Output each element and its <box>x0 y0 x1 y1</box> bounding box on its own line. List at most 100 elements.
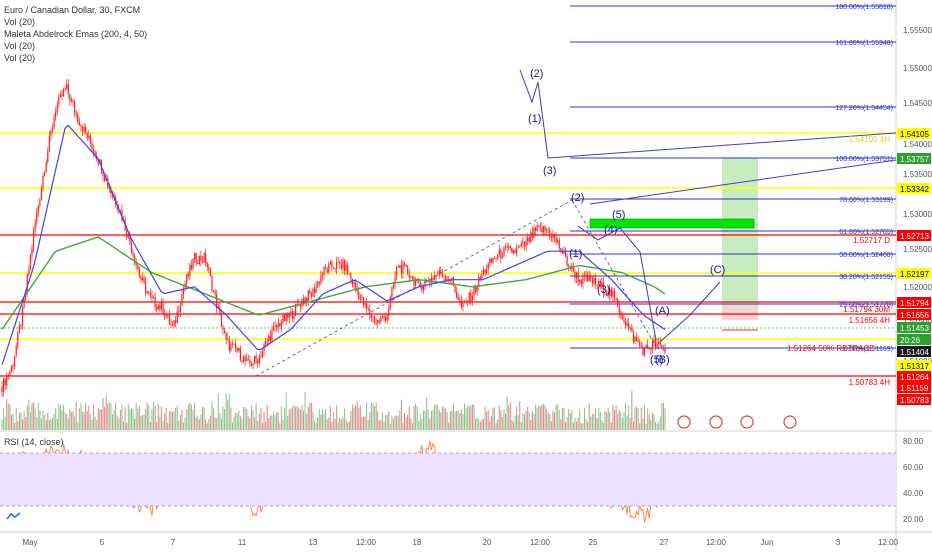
event-flag-icon[interactable] <box>783 415 797 429</box>
candle-body <box>617 299 619 306</box>
candle-body <box>643 347 646 356</box>
volume-bar <box>33 402 35 430</box>
volume-bar <box>99 409 101 430</box>
volume-bar <box>582 422 584 430</box>
candle-body <box>53 117 55 128</box>
volume-bar <box>527 406 529 430</box>
volume-bar <box>599 411 601 430</box>
price-tag-text: 1.51794 <box>900 299 929 308</box>
candle-body <box>269 335 271 341</box>
candle-body <box>557 240 559 243</box>
candle-body <box>564 251 567 257</box>
volume-bar <box>299 409 301 430</box>
indicator-label[interactable]: Maleta Abdelrock Emas (200, 4, 50) <box>4 29 148 39</box>
volume-bar <box>457 410 459 430</box>
trendline-1[interactable] <box>547 132 897 159</box>
candle-body <box>268 335 270 341</box>
candle-body <box>577 272 579 283</box>
volume-bar <box>78 408 80 430</box>
candle-body <box>1 386 3 393</box>
candle-body <box>580 279 582 284</box>
volume-bar <box>208 419 210 430</box>
green-supply-box[interactable] <box>589 218 755 229</box>
candle-body <box>295 304 297 316</box>
volume-bar <box>85 402 87 430</box>
candle-body <box>359 297 361 300</box>
event-flag-icon[interactable] <box>740 415 754 429</box>
candle-body <box>58 96 60 105</box>
volume-bar <box>588 403 590 430</box>
candle-body <box>152 297 155 299</box>
candle-body <box>83 126 85 132</box>
volume-bar <box>407 414 409 430</box>
volume-bar <box>25 417 27 430</box>
rsi-legend[interactable]: RSI (14, close) <box>4 437 64 447</box>
volume-bar <box>213 408 215 430</box>
volume-bar <box>473 404 475 430</box>
price-tag <box>897 371 931 382</box>
indicator-label[interactable]: Vol (20) <box>4 41 36 51</box>
volume-bar <box>9 404 11 430</box>
volume-bar <box>127 404 129 430</box>
volume-bar <box>72 411 74 430</box>
level-annotation: 1.51264 50% RETRACE <box>787 344 875 353</box>
candle-body <box>609 289 611 296</box>
event-flag-icon[interactable] <box>709 415 723 429</box>
volume-bar <box>400 399 402 430</box>
event-icons[interactable] <box>677 415 797 429</box>
volume-bar <box>595 408 597 430</box>
candle-body <box>134 255 136 263</box>
candle-body <box>241 360 243 362</box>
candle-body <box>383 315 385 318</box>
candle-body <box>629 327 631 329</box>
trendline-dashed-2[interactable] <box>571 199 656 346</box>
candle-body <box>258 356 260 364</box>
volume-bar <box>378 420 380 430</box>
candle-body <box>271 330 273 341</box>
volume-bar <box>6 399 8 430</box>
volume-bar <box>629 417 631 430</box>
indicator-label[interactable]: Vol (20) <box>4 17 36 27</box>
volume-bar <box>424 410 426 430</box>
volume-bar <box>636 406 638 430</box>
candle-body <box>236 348 238 351</box>
volume-bar <box>662 402 664 430</box>
candle-body <box>149 292 151 296</box>
candle-body <box>336 261 338 269</box>
candle-body <box>62 89 65 97</box>
volume-bar <box>20 411 22 430</box>
volume-bar <box>130 407 132 430</box>
candle-body <box>249 359 251 364</box>
candle-body <box>329 262 331 265</box>
candle-body <box>222 326 224 331</box>
trendline-2[interactable] <box>589 159 897 205</box>
volume-bar <box>157 403 159 430</box>
fib-label: 161.80%(1.55348) <box>835 40 893 47</box>
candle-body <box>460 300 462 307</box>
volume-bar <box>77 422 79 430</box>
candle-body <box>190 265 193 270</box>
volume-bar <box>517 414 519 430</box>
candle-body <box>553 235 556 238</box>
candle-body <box>108 187 110 190</box>
candle-body <box>162 302 164 315</box>
candle-body <box>345 265 347 271</box>
price-pane[interactable] <box>0 0 896 430</box>
indicator-label[interactable]: Vol (20) <box>4 53 36 63</box>
candle-body <box>317 281 319 287</box>
volume-bar <box>146 402 148 430</box>
volume-bar <box>269 415 271 430</box>
symbol-title[interactable]: Euro / Canadian Dollar, 30, FXCM <box>4 5 141 15</box>
candle-body <box>635 336 638 341</box>
volume-bar <box>56 419 58 430</box>
volume-bar <box>195 417 197 430</box>
price-tag <box>897 230 931 241</box>
time-axis[interactable]: May 5 7 11 13 12:00 18 20 12:00 25 27 12… <box>22 538 898 547</box>
candle-body <box>634 336 636 342</box>
candle-body <box>541 227 543 233</box>
event-flag-icon[interactable] <box>677 415 691 429</box>
volume-bar <box>396 415 398 430</box>
candle-body <box>596 284 598 286</box>
